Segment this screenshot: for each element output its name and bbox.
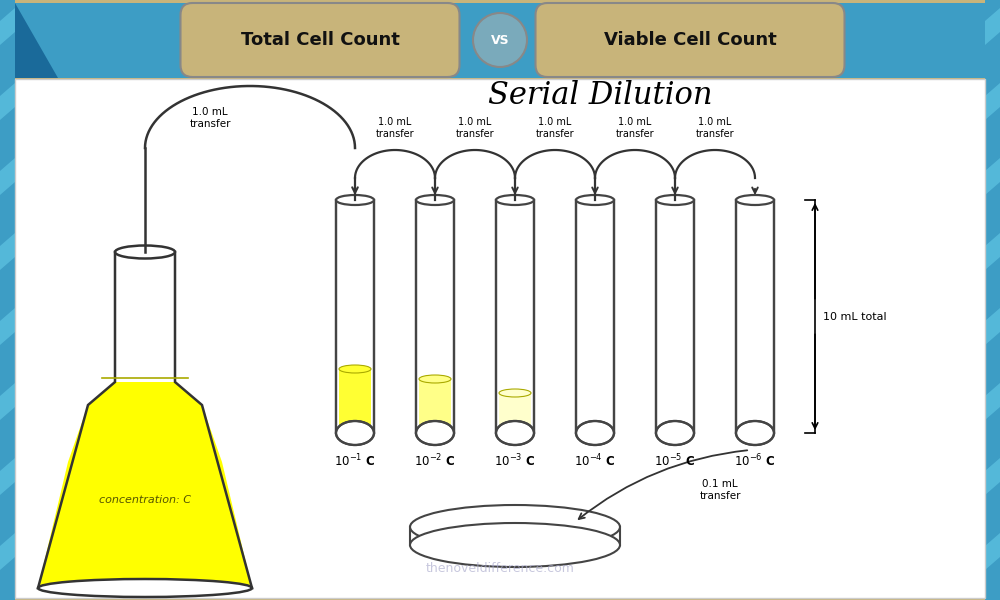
Ellipse shape [410, 523, 620, 567]
Text: $10^{-4}$ C: $10^{-4}$ C [574, 453, 616, 470]
Text: 1.0 mL
transfer: 1.0 mL transfer [616, 117, 654, 139]
Text: Viable Cell Count: Viable Cell Count [604, 31, 776, 49]
FancyBboxPatch shape [181, 3, 460, 77]
Ellipse shape [736, 195, 774, 205]
Text: 1.0 mL
transfer: 1.0 mL transfer [456, 117, 494, 139]
Ellipse shape [576, 195, 614, 205]
Polygon shape [0, 158, 15, 195]
Bar [338, 200, 372, 433]
Bar [418, 200, 452, 433]
Ellipse shape [576, 421, 614, 445]
Polygon shape [985, 308, 1000, 345]
Bar [498, 200, 532, 433]
Ellipse shape [336, 195, 374, 205]
Ellipse shape [496, 421, 534, 445]
Polygon shape [985, 458, 1000, 495]
Polygon shape [0, 233, 15, 270]
Polygon shape [0, 0, 15, 600]
Polygon shape [0, 533, 15, 570]
Ellipse shape [499, 427, 531, 435]
Ellipse shape [336, 421, 374, 445]
Polygon shape [15, 3, 58, 78]
Text: $10^{-2}$ C: $10^{-2}$ C [414, 453, 456, 470]
Text: VS: VS [491, 34, 509, 46]
Polygon shape [985, 383, 1000, 420]
Ellipse shape [339, 365, 371, 373]
Text: 1.0 mL
transfer: 1.0 mL transfer [189, 107, 231, 129]
Bar [339, 369, 371, 431]
Polygon shape [0, 8, 15, 45]
Bar [658, 200, 692, 433]
Text: $10^{-6}$ C: $10^{-6}$ C [734, 453, 776, 470]
Polygon shape [985, 8, 1000, 45]
Text: $10^{-5}$ C: $10^{-5}$ C [654, 453, 696, 470]
Circle shape [473, 13, 527, 67]
Text: $10^{-3}$ C: $10^{-3}$ C [494, 453, 536, 470]
Text: 10 mL total: 10 mL total [823, 311, 887, 322]
Polygon shape [38, 382, 252, 588]
FancyBboxPatch shape [536, 3, 844, 77]
Bar [419, 379, 451, 431]
Polygon shape [0, 458, 15, 495]
Text: Serial Dilution: Serial Dilution [488, 79, 712, 110]
Ellipse shape [416, 421, 454, 445]
Bar [738, 200, 772, 433]
Polygon shape [0, 308, 15, 345]
Ellipse shape [416, 195, 454, 205]
Polygon shape [0, 383, 15, 420]
Bar [578, 200, 612, 433]
Text: 1.0 mL
transfer: 1.0 mL transfer [536, 117, 574, 139]
Bar [499, 393, 531, 431]
Text: $10^{-1}$ C: $10^{-1}$ C [334, 453, 376, 470]
Text: 1.0 mL
transfer: 1.0 mL transfer [696, 117, 734, 139]
FancyBboxPatch shape [15, 79, 985, 598]
Ellipse shape [736, 421, 774, 445]
Ellipse shape [410, 505, 620, 549]
Ellipse shape [499, 389, 531, 397]
Text: Total Cell Count: Total Cell Count [241, 31, 399, 49]
Ellipse shape [656, 421, 694, 445]
Ellipse shape [339, 427, 371, 435]
Ellipse shape [419, 375, 451, 383]
Polygon shape [985, 83, 1000, 120]
Ellipse shape [656, 195, 694, 205]
Polygon shape [985, 0, 1000, 600]
Ellipse shape [496, 195, 534, 205]
FancyBboxPatch shape [15, 3, 985, 78]
Text: 0.1 mL
transfer: 0.1 mL transfer [699, 479, 741, 501]
Polygon shape [985, 233, 1000, 270]
Polygon shape [985, 158, 1000, 195]
Text: 1.0 mL
transfer: 1.0 mL transfer [376, 117, 414, 139]
Ellipse shape [115, 245, 175, 259]
Polygon shape [985, 533, 1000, 570]
Polygon shape [0, 83, 15, 120]
Ellipse shape [38, 579, 252, 597]
Text: thenoveldifference.com: thenoveldifference.com [426, 562, 574, 575]
Ellipse shape [419, 427, 451, 435]
Text: concentration: C: concentration: C [99, 495, 191, 505]
